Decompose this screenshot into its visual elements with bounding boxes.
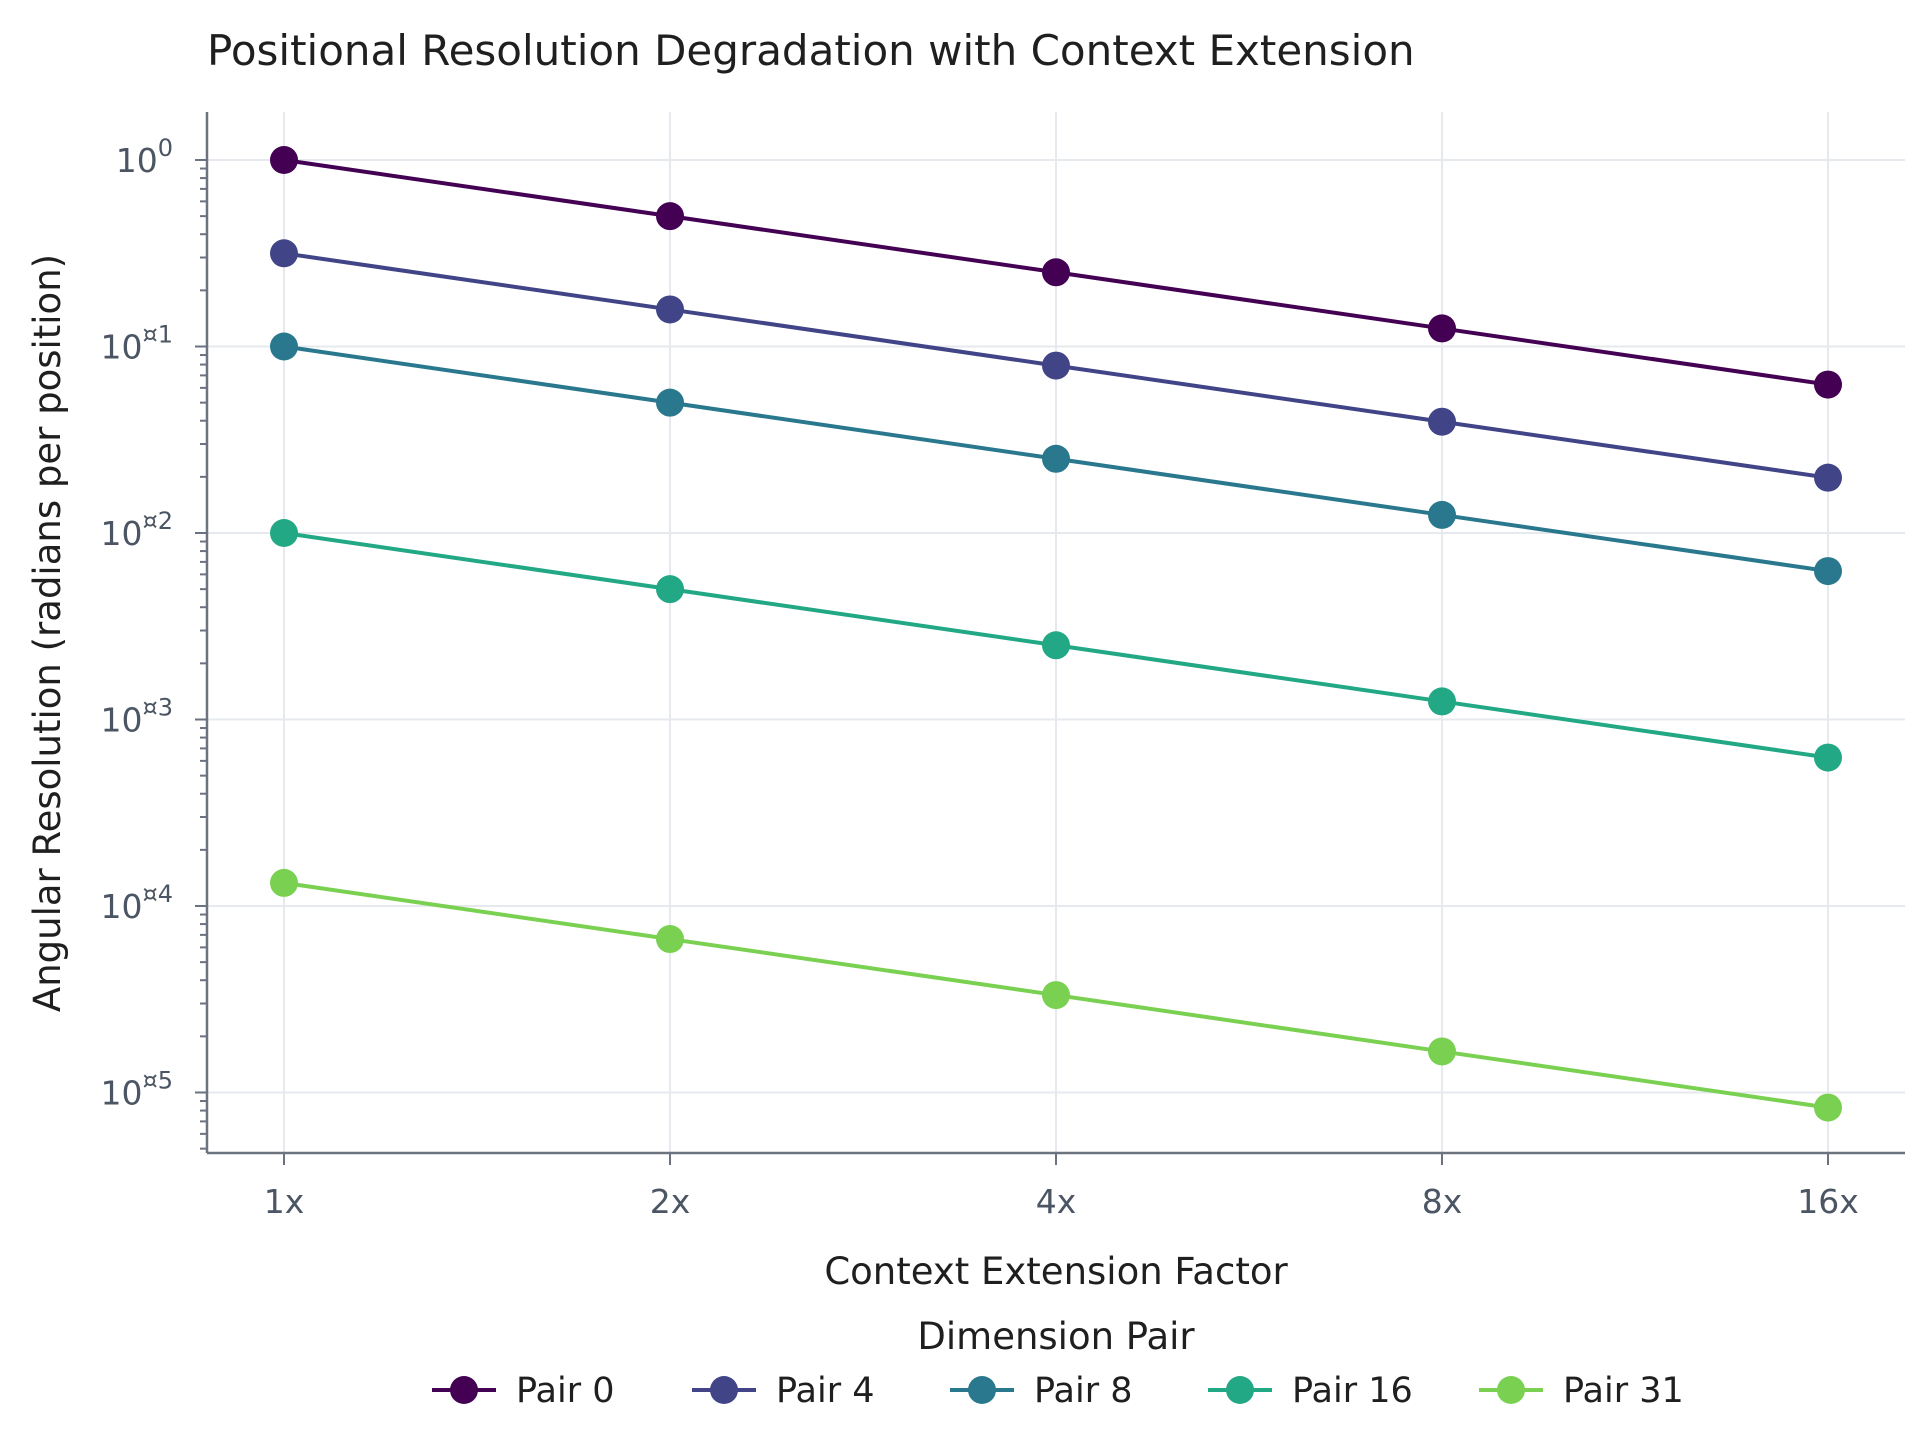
data-point	[1428, 1037, 1456, 1066]
data-point	[1042, 258, 1070, 287]
y-tick-label: 10¤5	[100, 1067, 173, 1113]
data-point	[1814, 557, 1842, 586]
data-point	[1428, 687, 1456, 716]
data-point	[1042, 351, 1070, 380]
series-pair-16	[270, 519, 1842, 772]
data-point	[656, 925, 684, 954]
data-point	[270, 519, 298, 547]
data-point	[656, 295, 684, 324]
data-point	[1428, 407, 1456, 436]
data-point	[1042, 444, 1070, 473]
data-point	[656, 202, 684, 231]
legend-label: Pair 8	[1034, 1371, 1133, 1411]
series-pair-0	[270, 146, 1842, 399]
legend-label: Pair 4	[776, 1371, 875, 1411]
data-point	[1428, 314, 1456, 343]
y-tick-label: 10¤3	[100, 694, 173, 740]
legend-items: Pair 0 Pair 4 Pair 8 Pair 16 Pair 31	[432, 1371, 1684, 1411]
legend-swatch-marker	[968, 1376, 996, 1404]
data-point	[1814, 370, 1842, 399]
x-tick-label: 2x	[650, 1182, 691, 1221]
x-tick-label: 1x	[264, 1182, 305, 1221]
data-point	[1042, 981, 1070, 1010]
legend: Dimension Pair Pair 0 Pair 4 Pair 8 Pair 16…	[432, 1315, 1684, 1411]
y-tick-label: 10¤2	[100, 507, 173, 553]
legend-item: Pair 0	[432, 1371, 615, 1411]
data-point	[270, 239, 298, 268]
x-tick-label: 16x	[1797, 1182, 1859, 1221]
series-pair-31	[270, 868, 1842, 1122]
data-point	[1814, 743, 1842, 772]
plot-area	[270, 146, 1842, 1122]
data-point	[270, 146, 298, 174]
legend-label: Pair 0	[516, 1371, 615, 1411]
legend-label: Pair 16	[1292, 1371, 1413, 1411]
data-point	[656, 388, 684, 417]
legend-swatch-marker	[1497, 1376, 1525, 1404]
legend-swatch-marker	[710, 1376, 738, 1404]
data-point	[1042, 631, 1070, 660]
data-point	[1428, 500, 1456, 529]
data-point	[270, 868, 298, 897]
data-point	[656, 575, 684, 604]
legend-item: Pair 31	[1479, 1371, 1684, 1411]
axes: 1x 2x 4x 8x 16x 100 10¤1 10¤2 10¤3 10¤4 10¤5	[100, 112, 1905, 1221]
legend-item: Pair 16	[1208, 1371, 1413, 1411]
legend-title: Dimension Pair	[917, 1315, 1195, 1358]
data-point	[1814, 1093, 1842, 1122]
series-pair-8	[270, 332, 1842, 586]
series-pair-4	[270, 239, 1842, 492]
legend-item: Pair 4	[692, 1371, 875, 1411]
legend-item: Pair 8	[950, 1371, 1133, 1411]
y-tick-label: 10¤4	[100, 880, 173, 926]
y-tick-label: 10¤1	[100, 321, 173, 367]
y-axis-title: Angular Resolution (radians per position…	[26, 254, 69, 1012]
data-point	[270, 332, 298, 361]
legend-swatch-marker	[1226, 1376, 1254, 1404]
legend-swatch-marker	[450, 1376, 478, 1404]
chart-title: Positional Resolution Degradation with C…	[207, 26, 1415, 75]
legend-label: Pair 31	[1563, 1371, 1684, 1411]
data-point	[1814, 463, 1842, 492]
x-tick-label: 4x	[1036, 1182, 1077, 1221]
x-axis-title: Context Extension Factor	[824, 1250, 1288, 1293]
y-tick-label: 100	[116, 134, 173, 180]
x-tick-label: 8x	[1422, 1182, 1463, 1221]
